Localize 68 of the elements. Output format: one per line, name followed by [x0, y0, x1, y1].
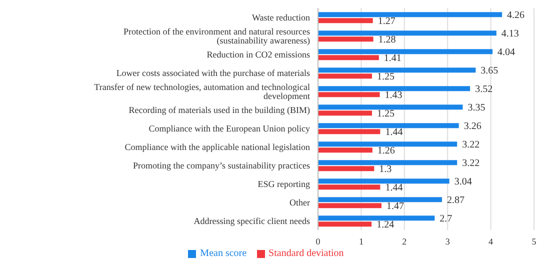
bar [318, 18, 373, 24]
data-label: 1.44 [385, 127, 403, 138]
bar [318, 104, 463, 110]
data-label: 3.65 [480, 66, 498, 77]
data-label: 4.26 [507, 10, 525, 22]
x-tick-label: 2 [402, 236, 407, 246]
bar [318, 36, 374, 42]
bar [318, 12, 502, 18]
x-tick-label: 5 [532, 236, 537, 246]
bar [318, 222, 372, 227]
y-tick-label: Transfer of new technologies, automation and technological development [94, 82, 310, 101]
bar [318, 55, 379, 60]
bar [318, 184, 380, 190]
data-label: 2.7 [440, 214, 452, 225]
data-label: 2.87 [446, 195, 464, 206]
y-tick-label: Compliance with the European Union policy [148, 123, 310, 134]
bar [318, 197, 442, 202]
y-tick-label: Protection of the environment and natural resources (sustainability awareness) [124, 26, 310, 46]
y-tick-label: Waste reduction [252, 12, 310, 22]
y-tick-label: Promoting the company’s sustainability practices [133, 160, 310, 170]
bar [318, 49, 493, 54]
y-tick-label: Lower costs associated with the purchase of materials [116, 68, 310, 78]
data-label: 1.26 [377, 146, 395, 157]
data-label: 3.22 [462, 158, 480, 170]
data-label: 1.27 [378, 16, 396, 28]
bar [318, 142, 458, 147]
data-label: 1.47 [386, 201, 404, 212]
bar [318, 216, 435, 221]
y-tick-label: Reduction in CO2 emissions [206, 49, 310, 60]
legend-label: Mean score [200, 248, 247, 259]
data-label: 4.13 [501, 28, 519, 40]
data-label: 1.41 [384, 53, 402, 64]
data-label: 1.25 [377, 72, 394, 83]
data-label: 1.24 [376, 220, 394, 231]
data-label: 3.22 [462, 140, 480, 151]
data-label: 4.04 [498, 47, 516, 58]
y-tick-label: Compliance with the applicable national legislation [124, 142, 310, 152]
bar [318, 92, 380, 98]
y-tick-label: ESG reporting [258, 178, 310, 189]
x-tick-label: 0 [316, 236, 321, 246]
bar [318, 86, 470, 92]
data-label: 3.35 [468, 102, 486, 114]
bar [318, 30, 496, 36]
data-label: 1.28 [378, 34, 396, 46]
y-tick-label: Other [290, 197, 310, 208]
y-tick-label: Addressing specific client needs [194, 216, 310, 226]
bar [318, 129, 380, 134]
x-tick-label: 4 [488, 236, 494, 246]
bar [318, 160, 458, 166]
legend-label: Standard deviation [268, 248, 344, 259]
data-label: 1.44 [385, 182, 403, 194]
data-label: 3.26 [464, 121, 482, 132]
bar [318, 148, 372, 153]
data-label: 3.04 [454, 176, 472, 188]
bar [318, 110, 372, 116]
bar [318, 68, 476, 73]
data-label: 1.3 [379, 164, 392, 176]
data-label: 1.43 [384, 90, 402, 102]
bar [318, 74, 372, 79]
x-tick-label: 1 [358, 236, 364, 246]
bar [318, 123, 459, 128]
bar [318, 178, 450, 184]
y-tick-label: Recording of materials used in the building (BIM) [128, 104, 310, 115]
bar [318, 166, 374, 172]
data-label: 3.52 [475, 84, 493, 96]
x-tick-label: 3 [445, 236, 450, 246]
data-label: 1.25 [377, 108, 394, 120]
bar [318, 203, 382, 208]
